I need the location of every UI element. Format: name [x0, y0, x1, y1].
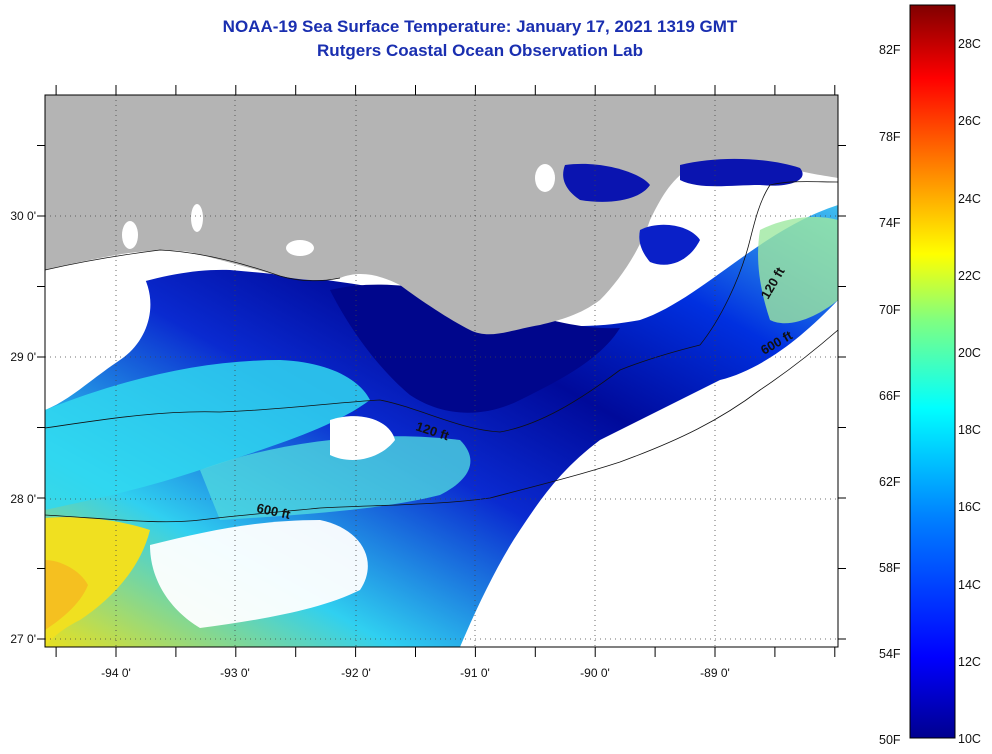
- lon-label: -90 0': [580, 666, 610, 680]
- lat-label: 30 0': [10, 209, 36, 223]
- colorbar-c-label: 20C: [958, 346, 981, 360]
- lat-label: 27 0': [10, 632, 36, 646]
- lon-label: -91 0': [460, 666, 490, 680]
- colorbar-f-label: 78F: [879, 130, 901, 144]
- sst-cold-nearshore: [330, 284, 620, 413]
- cloud-patch-west: [45, 260, 151, 410]
- colorbar-c-label: 22C: [958, 269, 981, 283]
- colorbar: [909, 4, 956, 739]
- land-mass: [45, 95, 838, 335]
- sst-cyan-band: [45, 360, 370, 510]
- lon-label: -93 0': [220, 666, 250, 680]
- lon-label: -92 0': [341, 666, 371, 680]
- colorbar-c-label: 10C: [958, 732, 981, 746]
- colorbar-f-label: 70F: [879, 303, 901, 317]
- lake-west-delta: [535, 164, 555, 192]
- lon-label: -94 0': [101, 666, 131, 680]
- lake-grand: [286, 240, 314, 256]
- sst-warm-core: [45, 560, 88, 630]
- contour-600ft-west: [45, 329, 838, 523]
- longitude-axis: -94 0' -93 0' -92 0' -91 0' -90 0' -89 0…: [101, 666, 730, 680]
- contour-120ft-west: [45, 344, 701, 433]
- map-subtitle: Rutgers Coastal Ocean Observation Lab: [317, 41, 643, 60]
- lat-label: 29 0': [10, 350, 36, 364]
- map-title: NOAA-19 Sea Surface Temperature: January…: [222, 17, 738, 36]
- lake-pontchartrain: [563, 163, 650, 202]
- latitude-axis: 30 0' 29 0' 28 0' 27 0': [10, 209, 36, 646]
- colorbar-c-label: 12C: [958, 655, 981, 669]
- colorbar-f-label: 50F: [879, 733, 901, 747]
- colorbar-c-label: 28C: [958, 37, 981, 51]
- colorbar-celsius-scale: 28C 26C 24C 22C 20C 18C 16C 14C 12C 10C: [958, 37, 981, 746]
- lake-calcasieu: [122, 221, 138, 249]
- map-frame: [44, 94, 839, 648]
- colorbar-f-label: 74F: [879, 216, 901, 230]
- colorbar-c-label: 18C: [958, 423, 981, 437]
- lon-label: -89 0': [700, 666, 730, 680]
- colorbar-f-label: 66F: [879, 389, 901, 403]
- coastline-outline: [45, 249, 341, 282]
- sst-delta-east: [758, 217, 838, 324]
- colorbar-f-label: 62F: [879, 475, 901, 489]
- contour-120ft-east: [699, 181, 838, 346]
- colorbar-fahrenheit-scale: 82F 78F 74F 70F 66F 62F 58F 54F 50F: [879, 43, 901, 747]
- lake-borgne: [680, 158, 803, 187]
- cloud-patch-southwest: [150, 520, 368, 628]
- colorbar-f-label: 58F: [879, 561, 901, 575]
- axis-ticks: [37, 85, 846, 657]
- colorbar-c-label: 24C: [958, 192, 981, 206]
- colorbar-f-label: 54F: [879, 647, 901, 661]
- colorbar-c-label: 14C: [958, 578, 981, 592]
- cloud-patch-mid: [330, 416, 395, 460]
- colorbar-f-label: 82F: [879, 43, 901, 57]
- barataria-bay: [639, 224, 700, 265]
- graticule: [45, 95, 838, 647]
- lake-white: [191, 204, 203, 232]
- sst-shelf-band: [200, 436, 471, 520]
- colorbar-c-label: 26C: [958, 114, 981, 128]
- contour-label-600ft-west: 600 ft: [255, 500, 292, 522]
- sst-warm-area: [45, 517, 150, 647]
- cloud-patch-southeast: [490, 380, 838, 647]
- colorbar-c-label: 16C: [958, 500, 981, 514]
- lat-label: 28 0': [10, 492, 36, 506]
